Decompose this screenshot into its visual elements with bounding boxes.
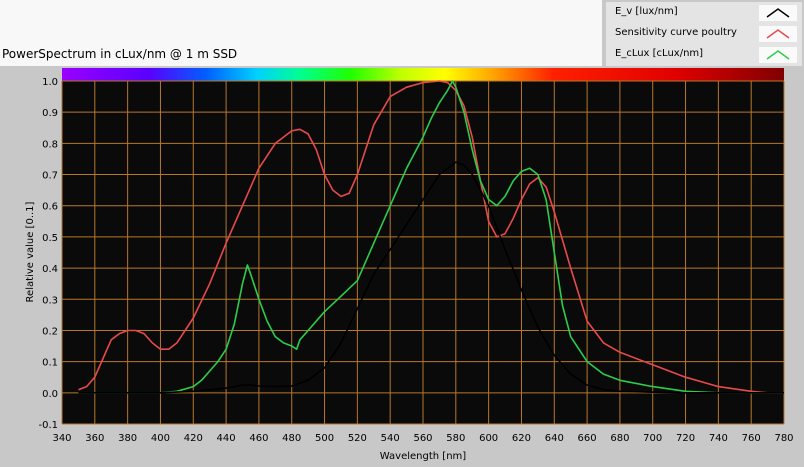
y-tick-label: 0.1 — [42, 358, 58, 369]
legend-line-poultry — [766, 29, 790, 39]
y-axis-label: Relative value [0..1] — [25, 201, 36, 302]
x-tick-label: 440 — [217, 433, 236, 444]
legend-line-ev — [766, 8, 790, 18]
grid — [61, 80, 785, 425]
legend-swatch-eclux — [759, 47, 797, 63]
series-lines — [78, 80, 784, 394]
legend-item-ev[interactable]: E_v [lux/nm] — [606, 3, 802, 23]
y-tick-label: 0.4 — [42, 264, 58, 275]
y-tick-label: 0.3 — [42, 295, 58, 306]
legend: E_v [lux/nm] Sensitivity curve poultry E… — [606, 2, 802, 66]
legend-swatch-poultry — [759, 26, 797, 42]
x-tick-label: 340 — [52, 433, 71, 444]
y-tick-label: 0.8 — [42, 139, 58, 150]
series-line-ev — [78, 161, 784, 394]
legend-swatch-ev — [759, 5, 797, 21]
x-tick-label: 740 — [709, 433, 728, 444]
x-tick-label: 760 — [742, 433, 761, 444]
y-tick-label: 0.7 — [42, 171, 58, 182]
series-line-poultry — [78, 80, 784, 394]
x-tick-label: 580 — [446, 433, 465, 444]
chart-title: PowerSpectrum in cLux/nm @ 1 m SSD — [2, 47, 238, 61]
y-tick-label: 0.6 — [42, 202, 58, 213]
y-tick-labels: -0.1 0.0 0.1 0.2 0.3 0.4 0.5 0.6 0.7 0.8 0.9 1.0 — [38, 77, 58, 431]
x-tick-label: 560 — [413, 433, 432, 444]
series-line-eclux — [78, 80, 784, 394]
x-tick-label: 400 — [151, 433, 170, 444]
x-tick-label: 480 — [282, 433, 301, 444]
legend-line-eclux — [766, 50, 790, 60]
x-tick-label: 720 — [676, 433, 695, 444]
x-tick-label: 420 — [184, 433, 203, 444]
x-tick-labels: 340 360 380 400 420 440 460 480 500 520 540 560 580 6… — [52, 433, 793, 444]
spectrum-bar — [62, 68, 784, 81]
x-tick-label: 380 — [118, 433, 137, 444]
y-tick-label: 0.9 — [42, 108, 58, 119]
x-tick-label: 500 — [315, 433, 334, 444]
y-tick-label: 1.0 — [42, 77, 58, 88]
x-tick-label: 600 — [479, 433, 498, 444]
y-tick-label: 0.2 — [42, 326, 58, 337]
x-axis-label: Wavelength [nm] — [380, 451, 466, 462]
x-tick-label: 360 — [85, 433, 104, 444]
x-tick-label: 680 — [610, 433, 629, 444]
x-tick-label: 620 — [512, 433, 531, 444]
legend-label-eclux: E_cLux [cLux/nm] — [615, 48, 704, 59]
x-tick-label: 660 — [578, 433, 597, 444]
x-tick-label: 520 — [348, 433, 367, 444]
y-tick-label: 0.5 — [42, 233, 58, 244]
y-tick-label: 0.0 — [42, 389, 58, 400]
legend-label-poultry: Sensitivity curve poultry — [615, 27, 737, 38]
title-panel: PowerSpectrum in cLux/nm @ 1 m SSD — [0, 0, 602, 66]
x-tick-label: 640 — [545, 433, 564, 444]
x-tick-label: 780 — [774, 433, 793, 444]
legend-item-poultry[interactable]: Sensitivity curve poultry — [606, 24, 802, 44]
legend-item-eclux[interactable]: E_cLux [cLux/nm] — [606, 45, 802, 65]
x-tick-label: 460 — [249, 433, 268, 444]
x-tick-label: 700 — [643, 433, 662, 444]
y-tick-label: -0.1 — [38, 420, 58, 431]
legend-label-ev: E_v [lux/nm] — [615, 6, 678, 17]
x-tick-label: 540 — [381, 433, 400, 444]
